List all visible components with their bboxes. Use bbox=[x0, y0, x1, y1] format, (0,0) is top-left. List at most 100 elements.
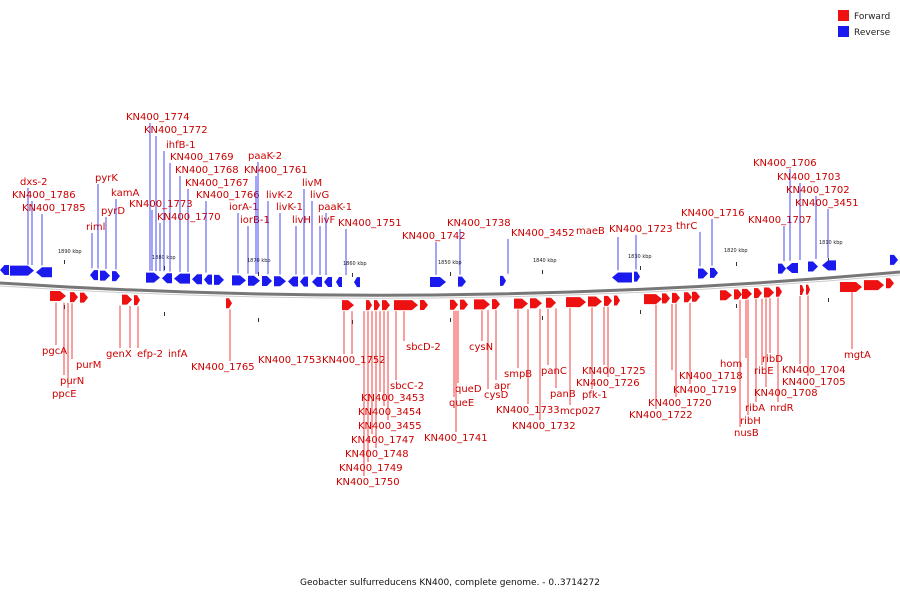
reverse-gene-arrow[interactable] bbox=[274, 276, 286, 287]
reverse-gene-arrow[interactable] bbox=[710, 267, 718, 278]
forward-gene-arrow[interactable] bbox=[450, 299, 458, 310]
forward-gene-label[interactable]: efp-2 bbox=[137, 349, 163, 360]
forward-gene-arrow[interactable] bbox=[382, 300, 390, 311]
forward-gene-label[interactable]: purM bbox=[76, 360, 101, 371]
reverse-gene-arrow[interactable] bbox=[354, 277, 360, 288]
reverse-gene-arrow[interactable] bbox=[324, 276, 332, 287]
reverse-gene-label[interactable]: iorB-1 bbox=[240, 215, 270, 226]
reverse-gene-label[interactable]: KN400_1702 bbox=[786, 185, 850, 196]
forward-gene-arrow[interactable] bbox=[840, 282, 862, 293]
reverse-gene-arrow[interactable] bbox=[778, 263, 786, 274]
reverse-gene-label[interactable]: KN400_1738 bbox=[447, 218, 511, 229]
forward-gene-label[interactable]: KN400_1749 bbox=[339, 463, 403, 474]
reverse-gene-arrow[interactable] bbox=[430, 276, 446, 287]
forward-gene-label[interactable]: sbcC-2 bbox=[390, 381, 424, 392]
forward-gene-label[interactable]: genX bbox=[106, 349, 132, 360]
forward-gene-label[interactable]: apr bbox=[494, 381, 511, 392]
forward-gene-arrow[interactable] bbox=[692, 291, 700, 302]
forward-gene-arrow[interactable] bbox=[80, 292, 88, 303]
reverse-gene-label[interactable]: KN400_3451 bbox=[795, 198, 859, 209]
forward-gene-arrow[interactable] bbox=[514, 298, 528, 309]
reverse-gene-label[interactable]: livK-1 bbox=[276, 202, 303, 213]
reverse-gene-label[interactable]: KN400_1770 bbox=[157, 212, 221, 223]
forward-gene-arrow[interactable] bbox=[530, 298, 542, 309]
forward-gene-label[interactable]: mgtA bbox=[844, 350, 871, 361]
forward-gene-arrow[interactable] bbox=[546, 297, 556, 308]
forward-gene-label[interactable]: pfk-1 bbox=[582, 390, 608, 401]
reverse-gene-arrow[interactable] bbox=[300, 276, 308, 287]
forward-gene-arrow[interactable] bbox=[684, 292, 692, 303]
reverse-gene-label[interactable]: livK-2 bbox=[266, 190, 293, 201]
forward-gene-label[interactable]: KN400_1748 bbox=[345, 449, 409, 460]
reverse-gene-label[interactable]: paaK-1 bbox=[318, 202, 352, 213]
reverse-gene-arrow[interactable] bbox=[204, 274, 212, 285]
forward-gene-label[interactable]: ribA bbox=[745, 403, 765, 414]
reverse-gene-label[interactable]: riml bbox=[86, 222, 105, 233]
forward-gene-arrow[interactable] bbox=[886, 278, 894, 289]
forward-gene-label[interactable]: KN400_1719 bbox=[673, 385, 737, 396]
reverse-gene-label[interactable]: KN400_1703 bbox=[777, 172, 841, 183]
forward-gene-arrow[interactable] bbox=[806, 284, 810, 295]
forward-gene-arrow[interactable] bbox=[342, 300, 354, 311]
reverse-gene-label[interactable]: iorA-1 bbox=[229, 202, 259, 213]
reverse-gene-label[interactable]: KN400_1774 bbox=[126, 112, 190, 123]
forward-gene-label[interactable]: purN bbox=[60, 376, 84, 387]
reverse-gene-label[interactable]: KN400_1716 bbox=[681, 208, 745, 219]
reverse-gene-label[interactable]: paaK-2 bbox=[248, 151, 282, 162]
forward-gene-arrow[interactable] bbox=[50, 291, 66, 302]
forward-gene-label[interactable]: KN400_1747 bbox=[351, 435, 415, 446]
forward-gene-label[interactable]: queE bbox=[449, 398, 474, 409]
reverse-gene-label[interactable]: KN400_1786 bbox=[12, 190, 76, 201]
reverse-gene-label[interactable]: pyrD bbox=[101, 206, 125, 217]
forward-gene-label[interactable]: mcp027 bbox=[560, 406, 601, 417]
forward-gene-arrow[interactable] bbox=[644, 294, 662, 305]
reverse-gene-arrow[interactable] bbox=[146, 272, 160, 283]
reverse-gene-arrow[interactable] bbox=[100, 270, 110, 281]
reverse-gene-label[interactable]: KN400_1772 bbox=[144, 125, 208, 136]
forward-gene-label[interactable]: KN400_1718 bbox=[679, 371, 743, 382]
forward-gene-label[interactable]: infA bbox=[168, 349, 188, 360]
forward-gene-label[interactable]: panC bbox=[541, 366, 567, 377]
forward-gene-label[interactable]: ppcE bbox=[52, 389, 77, 400]
reverse-gene-label[interactable]: KN400_1707 bbox=[748, 215, 812, 226]
forward-gene-label[interactable]: KN400_1705 bbox=[782, 377, 846, 388]
forward-gene-label[interactable]: KN400_1741 bbox=[424, 433, 488, 444]
forward-gene-arrow[interactable] bbox=[742, 288, 752, 299]
forward-gene-arrow[interactable] bbox=[460, 299, 468, 310]
forward-gene-label[interactable]: cysD bbox=[484, 390, 509, 401]
reverse-gene-label[interactable]: kamA bbox=[111, 188, 139, 199]
reverse-gene-label[interactable]: thrC bbox=[676, 221, 697, 232]
reverse-gene-arrow[interactable] bbox=[634, 271, 640, 282]
reverse-gene-arrow[interactable] bbox=[10, 265, 34, 276]
forward-gene-label[interactable]: KN400_1725 bbox=[582, 366, 646, 377]
reverse-gene-arrow[interactable] bbox=[698, 268, 708, 279]
reverse-gene-arrow[interactable] bbox=[214, 274, 224, 285]
reverse-gene-label[interactable]: livH bbox=[292, 215, 311, 226]
reverse-gene-arrow[interactable] bbox=[162, 273, 172, 284]
reverse-gene-arrow[interactable] bbox=[90, 270, 98, 281]
reverse-gene-label[interactable]: maeB bbox=[576, 226, 605, 237]
forward-gene-arrow[interactable] bbox=[614, 295, 620, 306]
reverse-gene-label[interactable]: KN400_1769 bbox=[170, 152, 234, 163]
reverse-gene-label[interactable]: pyrK bbox=[95, 173, 118, 184]
forward-gene-label[interactable]: KN400_3453 bbox=[361, 393, 425, 404]
reverse-gene-arrow[interactable] bbox=[174, 273, 190, 284]
forward-gene-label[interactable]: nusB bbox=[734, 428, 759, 439]
forward-gene-label[interactable]: ribD bbox=[762, 354, 783, 365]
reverse-gene-arrow[interactable] bbox=[248, 275, 260, 286]
forward-gene-label[interactable]: KN400_1726 bbox=[576, 378, 640, 389]
forward-gene-arrow[interactable] bbox=[134, 295, 140, 306]
reverse-gene-label[interactable]: KN400_1773 bbox=[129, 199, 193, 210]
forward-gene-arrow[interactable] bbox=[588, 296, 602, 307]
forward-gene-arrow[interactable] bbox=[672, 292, 680, 303]
forward-gene-label[interactable]: KN400_1732 bbox=[512, 421, 576, 432]
reverse-gene-arrow[interactable] bbox=[500, 275, 506, 286]
forward-gene-label[interactable]: KN400_3455 bbox=[358, 421, 422, 432]
forward-gene-arrow[interactable] bbox=[754, 288, 762, 299]
reverse-gene-arrow[interactable] bbox=[112, 271, 120, 282]
reverse-gene-arrow[interactable] bbox=[336, 277, 342, 288]
reverse-gene-arrow[interactable] bbox=[786, 263, 798, 274]
forward-gene-arrow[interactable] bbox=[70, 292, 78, 303]
reverse-gene-arrow[interactable] bbox=[192, 274, 202, 285]
reverse-gene-arrow[interactable] bbox=[288, 276, 298, 287]
